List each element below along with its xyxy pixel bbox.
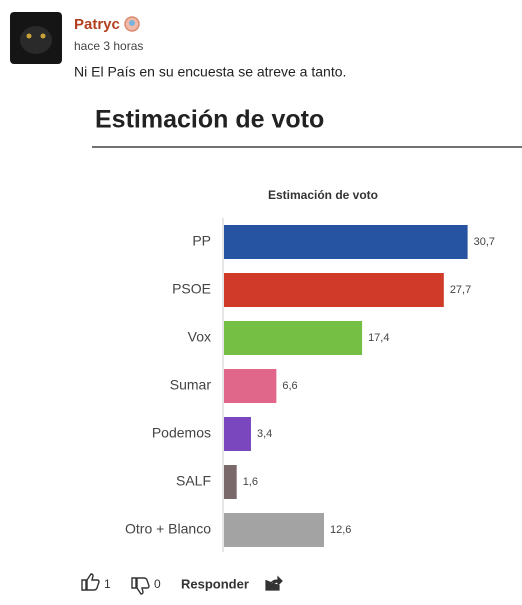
- author[interactable]: Patryc: [74, 16, 120, 33]
- chart-title: Estimación de voto: [268, 188, 378, 202]
- reply-button[interactable]: Responder: [181, 576, 249, 591]
- category-label: PP: [192, 233, 211, 249]
- avatar-eye: [40, 33, 46, 39]
- category-label: SALF: [176, 473, 211, 489]
- like-icon[interactable]: [81, 573, 100, 591]
- bar: [224, 513, 324, 547]
- bar: [224, 417, 251, 451]
- value-label: 30,7: [474, 236, 495, 248]
- category-label: Otro + Blanco: [125, 521, 211, 537]
- comment-text: Ni El País en su encuesta se atreve a ta…: [74, 64, 346, 80]
- bar: [224, 465, 237, 499]
- badge-inner: [129, 20, 135, 26]
- value-label: 17,4: [368, 332, 389, 344]
- bar: [224, 369, 277, 403]
- like-count: 1: [104, 577, 111, 591]
- share-icon[interactable]: [265, 575, 283, 591]
- footer: 1 0 Responder: [81, 573, 283, 595]
- category-label: Sumar: [170, 377, 212, 393]
- bar: [224, 225, 468, 259]
- value-label: 12,6: [330, 524, 351, 536]
- dislike-count: 0: [154, 577, 161, 591]
- bar: [224, 273, 444, 307]
- time: hace 3 horas: [74, 39, 143, 53]
- value-label: 3,4: [257, 428, 272, 440]
- avatar-shape: [20, 26, 52, 54]
- value-label: 6,6: [282, 380, 297, 392]
- category-label: PSOE: [172, 281, 211, 297]
- avatar-eye: [26, 33, 32, 39]
- value-label: 1,6: [243, 476, 258, 488]
- category-label: Vox: [188, 329, 211, 345]
- bar: [224, 321, 363, 355]
- category-label: Podemos: [152, 425, 211, 441]
- value-label: 27,7: [450, 284, 471, 296]
- dislike-icon[interactable]: [131, 577, 150, 595]
- image-heading: Estimación de voto: [95, 106, 324, 134]
